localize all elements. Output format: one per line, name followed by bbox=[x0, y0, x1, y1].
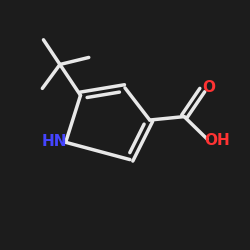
Text: O: O bbox=[203, 80, 216, 95]
Text: HN: HN bbox=[42, 134, 67, 149]
Text: OH: OH bbox=[205, 133, 231, 148]
